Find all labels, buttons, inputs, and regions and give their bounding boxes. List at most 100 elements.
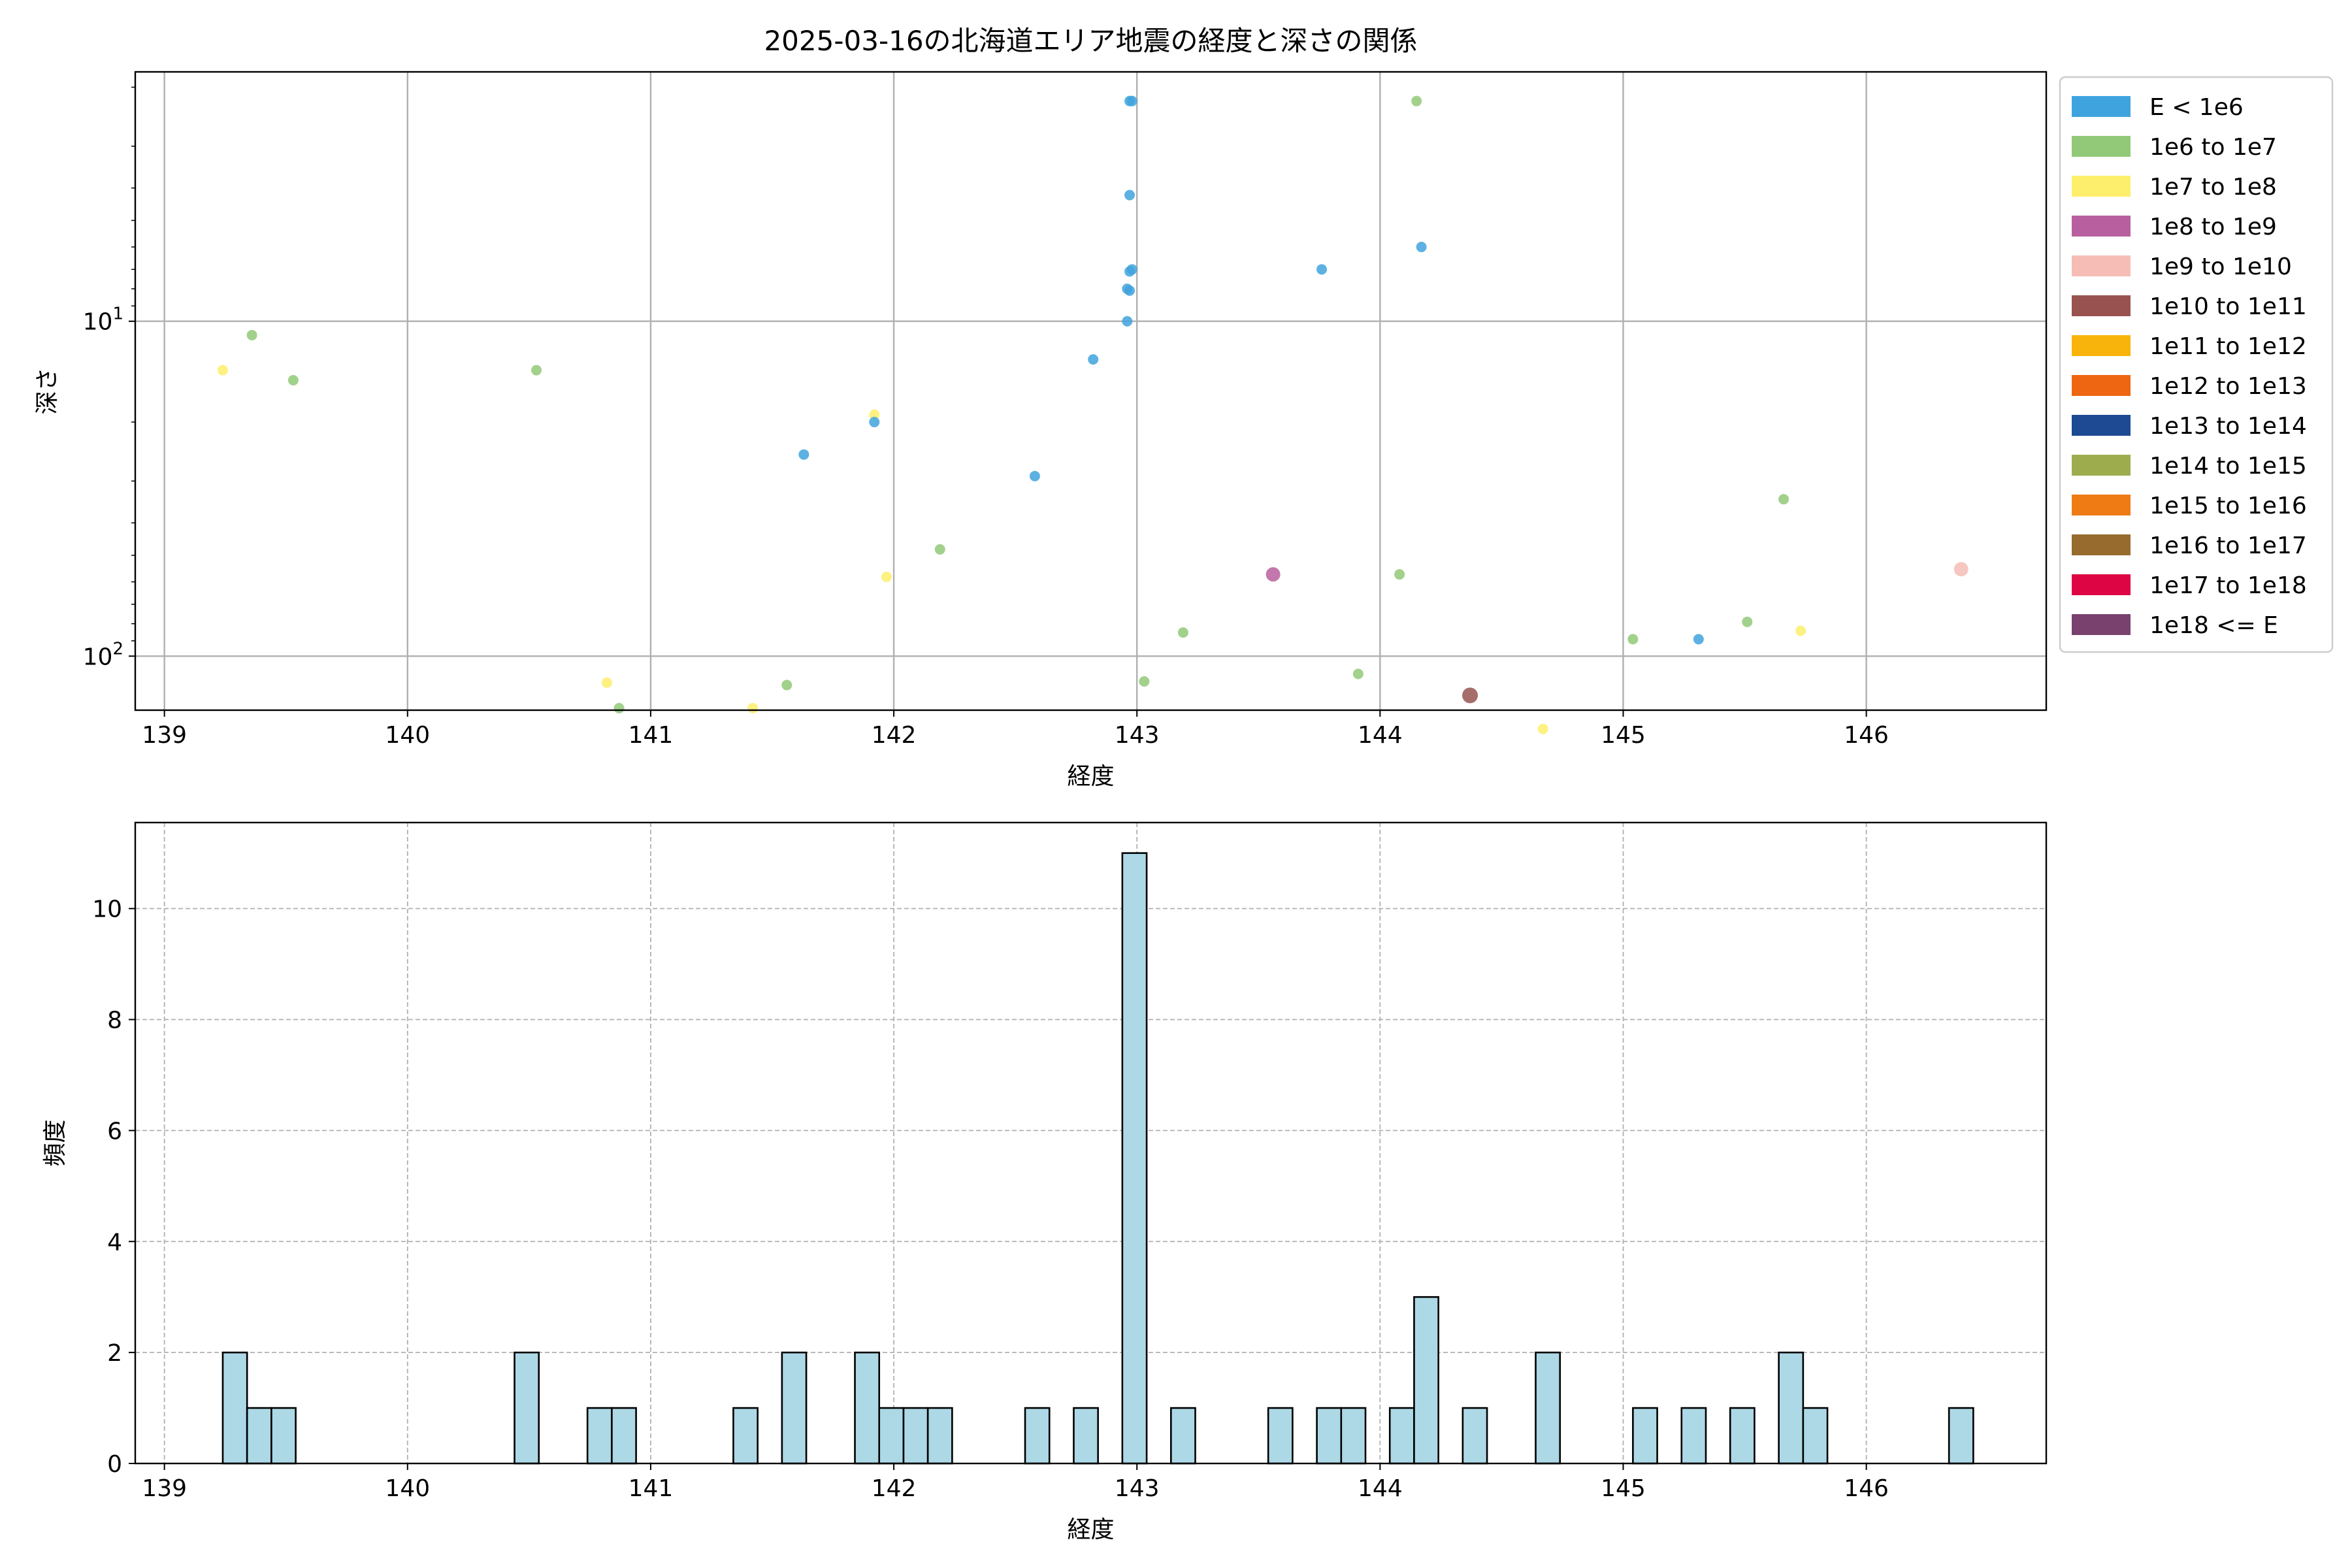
histogram-bar	[246, 1407, 272, 1465]
scatter-point	[1778, 494, 1789, 505]
histogram-bar	[1413, 1296, 1439, 1465]
scatter-plot-frame	[134, 71, 2048, 711]
scatter-y-tick-label: 102	[83, 639, 123, 670]
histogram-x-tick-label: 146	[1844, 1475, 1889, 1502]
scatter-point	[1411, 95, 1422, 106]
scatter-point	[1088, 354, 1099, 365]
scatter-point	[1122, 316, 1133, 327]
histogram-bar	[926, 1407, 953, 1465]
legend-swatch	[2072, 574, 2131, 595]
scatter-x-tick-label: 146	[1844, 722, 1889, 749]
legend-label: E < 1e6	[2149, 94, 2244, 121]
legend-swatch	[2072, 534, 2131, 555]
legend-label: 1e15 to 1e16	[2149, 493, 2307, 519]
histogram-bar	[1462, 1407, 1488, 1465]
legend-swatch	[2072, 415, 2131, 436]
legend-swatch	[2072, 216, 2131, 237]
scatter-x-axis-label: 経度	[1067, 763, 1114, 790]
histogram-bar	[1778, 1351, 1805, 1465]
legend-label: 1e14 to 1e15	[2149, 453, 2307, 480]
scatter-point	[881, 572, 892, 583]
scatter-x-tick-label: 144	[1358, 722, 1403, 749]
histogram-bar	[1073, 1407, 1099, 1465]
scatter-point	[1693, 634, 1704, 645]
scatter-point	[1266, 567, 1281, 582]
histogram-bar	[1024, 1407, 1051, 1465]
legend-label: 1e6 to 1e7	[2149, 134, 2277, 161]
scatter-point	[1394, 569, 1405, 580]
scatter-point	[781, 679, 792, 691]
scatter-point	[1953, 562, 1968, 577]
legend-box	[2059, 76, 2334, 653]
scatter-point	[1462, 687, 1478, 704]
legend-label: 1e10 to 1e11	[2149, 293, 2307, 320]
histogram-bar	[270, 1407, 297, 1465]
scatter-x-tick-label: 141	[629, 722, 674, 749]
scatter-point	[1416, 242, 1427, 253]
scatter-point	[869, 417, 880, 428]
histogram-bar	[586, 1407, 613, 1465]
scatter-point	[1124, 266, 1135, 277]
scatter-x-tick-label: 142	[872, 722, 917, 749]
legend-swatch	[2072, 375, 2131, 396]
scatter-point	[1177, 627, 1188, 638]
legend-label: 1e12 to 1e13	[2149, 373, 2307, 400]
legend-swatch	[2072, 176, 2131, 197]
legend-swatch	[2072, 614, 2131, 635]
legend-swatch	[2072, 96, 2131, 117]
legend-swatch	[2072, 495, 2131, 515]
legend-swatch	[2072, 136, 2131, 157]
scatter-x-tick-label: 139	[142, 722, 187, 749]
scatter-point	[1126, 95, 1137, 106]
scatter-point	[1124, 189, 1135, 201]
scatter-point	[869, 409, 880, 420]
scatter-x-tick-label: 145	[1601, 722, 1646, 749]
histogram-bar	[1170, 1407, 1196, 1465]
legend-swatch	[2072, 335, 2131, 356]
scatter-point	[1742, 616, 1753, 627]
scatter-point	[798, 449, 809, 460]
scatter-y-axis-label: 深さ	[34, 367, 61, 414]
histogram-y-axis-label: 頻度	[42, 1119, 69, 1166]
scatter-point	[934, 544, 945, 555]
histogram-bar	[732, 1407, 759, 1465]
scatter-y-tick-exponent: 2	[112, 639, 123, 659]
histogram-y-tick-label: 6	[107, 1118, 122, 1145]
histogram-y-tick-label: 10	[92, 896, 122, 923]
scatter-y-ticks: 101 102	[83, 86, 135, 670]
histogram-y-ticks: 0 2 4 6 8 10	[92, 896, 135, 1478]
scatter-point	[747, 702, 759, 713]
scatter-point	[246, 329, 257, 340]
legend-label: 1e17 to 1e18	[2149, 572, 2307, 599]
histogram-x-tick-label: 145	[1601, 1475, 1646, 1502]
histogram-bar	[902, 1407, 929, 1465]
legend-label: 1e8 to 1e9	[2149, 214, 2277, 240]
scatter-y-tick-base: 10	[83, 644, 113, 670]
scatter-x-tick-label: 140	[385, 722, 430, 749]
histogram-x-tick-label: 143	[1115, 1475, 1160, 1502]
histogram-x-tick-label: 139	[142, 1475, 187, 1502]
scatter-point	[1352, 668, 1364, 679]
scatter-point	[1537, 723, 1548, 734]
histogram-x-tick-label: 144	[1358, 1475, 1403, 1502]
histogram-panel: 139 140 141 142 143 144 145 146 0 2 4 6 8 10 経度 頻度	[42, 821, 2048, 1543]
legend-label: 1e11 to 1e12	[2149, 333, 2307, 360]
scatter-legend: E < 1e6 1e6 to 1e7 1e7 to 1e8 1e8 to 1e9 1e9…	[2059, 76, 2334, 653]
scatter-point	[1795, 625, 1806, 636]
scatter-y-tick-label: 101	[83, 304, 123, 336]
histogram-x-tick-label: 141	[629, 1475, 674, 1502]
histogram-bar	[1729, 1407, 1756, 1465]
histogram-y-tick-label: 2	[107, 1340, 122, 1367]
scatter-point	[1029, 470, 1040, 482]
legend-label: 1e16 to 1e17	[2149, 532, 2307, 559]
histogram-bar	[611, 1407, 637, 1465]
histogram-bar	[1340, 1407, 1367, 1465]
legend-swatch	[2072, 295, 2131, 316]
histogram-x-ticks: 139 140 141 142 143 144 145 146	[142, 1463, 1889, 1502]
legend-label: 1e7 to 1e8	[2149, 174, 2277, 201]
histogram-bar	[1948, 1407, 1974, 1465]
legend-label: 1e13 to 1e14	[2149, 413, 2307, 440]
histogram-bar	[1267, 1407, 1294, 1465]
